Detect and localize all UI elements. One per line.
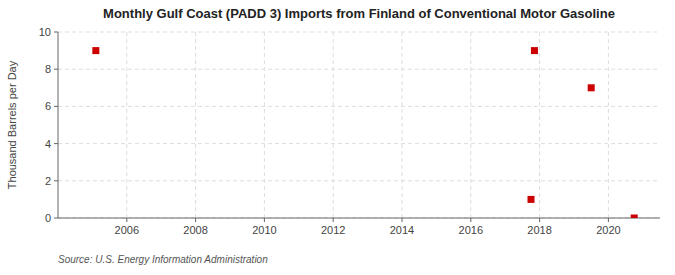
grid-line-y bbox=[58, 218, 660, 219]
x-tick bbox=[333, 218, 334, 222]
grid bbox=[58, 32, 660, 218]
point bbox=[531, 47, 538, 54]
grid-line-x bbox=[195, 32, 196, 218]
grid-line-x bbox=[126, 32, 127, 218]
x-tick-label: 2006 bbox=[115, 224, 139, 236]
grid-line-x bbox=[470, 32, 471, 218]
grid-line-x bbox=[333, 32, 334, 218]
y-axis-label: Thousand Barrels per Day bbox=[6, 60, 18, 189]
y-tick-label: 8 bbox=[45, 63, 51, 75]
grid-line-y bbox=[58, 180, 660, 181]
y-tick bbox=[54, 69, 58, 70]
point bbox=[528, 196, 535, 203]
point bbox=[92, 47, 99, 54]
grid-line-y bbox=[58, 32, 660, 33]
y-tick bbox=[54, 180, 58, 181]
y-tick bbox=[54, 218, 58, 219]
grid-line-x bbox=[608, 32, 609, 218]
x-tick-label: 2014 bbox=[390, 224, 414, 236]
y-tick-label: 0 bbox=[45, 212, 51, 224]
y-tick-label: 6 bbox=[45, 100, 51, 112]
grid-line-x bbox=[264, 32, 265, 218]
plot-area bbox=[58, 32, 660, 218]
chart: 2006 2008 2010 2012 2014 2016 2018 2020 0 2 4 6 8 10 M… bbox=[0, 0, 675, 275]
x-tick-label: 2018 bbox=[527, 224, 551, 236]
grid-line-y bbox=[58, 106, 660, 107]
x-tick bbox=[608, 218, 609, 222]
point bbox=[588, 84, 595, 91]
grid-line-y bbox=[58, 69, 660, 70]
annotation: Source: U.S. Energy Information Administ… bbox=[58, 254, 268, 265]
y-tick bbox=[54, 106, 58, 107]
x-tick-label: 2020 bbox=[596, 224, 620, 236]
y-tick-label: 2 bbox=[45, 175, 51, 187]
y-tick bbox=[54, 32, 58, 33]
x-tick-label: 2010 bbox=[252, 224, 276, 236]
x-tick bbox=[126, 218, 127, 222]
y-tick-label: 10 bbox=[39, 26, 51, 38]
y-tick bbox=[54, 143, 58, 144]
x-tick bbox=[539, 218, 540, 222]
grid-line-x bbox=[539, 32, 540, 218]
x-tick-label: 2008 bbox=[183, 224, 207, 236]
title: Monthly Gulf Coast (PADD 3) Imports from… bbox=[103, 6, 615, 21]
x-tick-label: 2012 bbox=[321, 224, 345, 236]
grid-line-y bbox=[58, 143, 660, 144]
point bbox=[631, 215, 638, 219]
x-tick-label: 2016 bbox=[459, 224, 483, 236]
x-tick bbox=[264, 218, 265, 222]
x-tick bbox=[402, 218, 403, 222]
grid-line-x bbox=[402, 32, 403, 218]
y-tick-label: 4 bbox=[45, 138, 51, 150]
y-axis-line bbox=[58, 32, 59, 218]
x-tick bbox=[195, 218, 196, 222]
x-tick bbox=[470, 218, 471, 222]
points bbox=[92, 47, 637, 218]
x-axis-line bbox=[58, 218, 660, 219]
